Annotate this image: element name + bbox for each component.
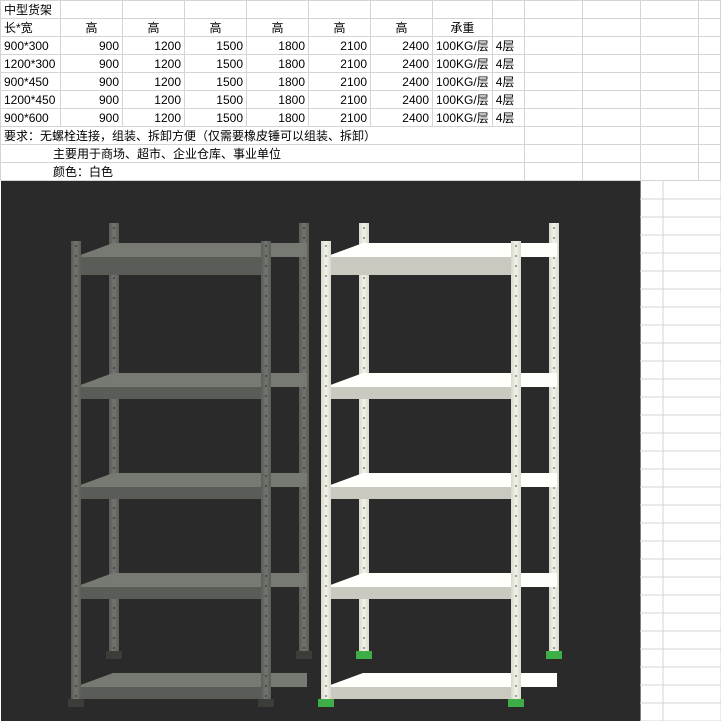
spec-table: 中型货架 长*宽 高 高 高 高 高 高 承重 900*300 900 1200… (0, 0, 721, 181)
col-hdr-0: 长*宽 (1, 19, 61, 37)
header-row: 长*宽 高 高 高 高 高 高 承重 (1, 19, 721, 37)
cell: 4层 (492, 37, 524, 55)
col-hdr-1: 高 (61, 19, 123, 37)
col-hdr-2: 高 (123, 19, 185, 37)
table-row: 1200*450 900 1200 1500 1800 2100 2400 10… (1, 91, 721, 109)
cell: 100KG/层 (433, 73, 493, 91)
shelf-level (325, 373, 557, 393)
cell: 1800 (247, 91, 309, 109)
shelf-level (325, 573, 557, 593)
cell: 2400 (371, 55, 433, 73)
shelf-level (325, 473, 557, 493)
note-row-2: 主要用于商场、超市、企业仓库、事业单位 (1, 145, 721, 163)
cell: 4层 (492, 55, 524, 73)
post-icon (261, 241, 271, 701)
shelf-level (75, 673, 307, 693)
cell: 1500 (185, 55, 247, 73)
shelf-level (325, 243, 557, 263)
table-row: 900*600 900 1200 1500 1800 2100 2400 100… (1, 109, 721, 127)
table-row: 1200*300 900 1200 1500 1800 2100 2400 10… (1, 55, 721, 73)
cell: 100KG/层 (433, 55, 493, 73)
cell: 1500 (185, 37, 247, 55)
cell: 1200*450 (1, 91, 61, 109)
cell: 2400 (371, 91, 433, 109)
cell: 1200 (123, 73, 185, 91)
cell: 1800 (247, 73, 309, 91)
cell: 2400 (371, 37, 433, 55)
note-row-1: 要求：无螺栓连接，组装、拆卸方便（仅需要橡皮锤可以组装、拆卸） (1, 127, 721, 145)
shelf-level (75, 473, 307, 493)
cell: 4层 (492, 109, 524, 127)
table-row: 900*300 900 1200 1500 1800 2100 2400 100… (1, 37, 721, 55)
cell: 1200 (123, 55, 185, 73)
cell: 900*300 (1, 37, 61, 55)
note-1: 要求：无螺栓连接，组装、拆卸方便（仅需要橡皮锤可以组装、拆卸） (1, 127, 525, 145)
cell: 1200 (123, 37, 185, 55)
col-hdr-4: 高 (247, 19, 309, 37)
cell: 100KG/层 (433, 109, 493, 127)
cell: 100KG/层 (433, 91, 493, 109)
cell: 2400 (371, 73, 433, 91)
shelf-level (75, 373, 307, 393)
cell: 2100 (309, 55, 371, 73)
cell: 2100 (309, 73, 371, 91)
cell: 1800 (247, 37, 309, 55)
cell: 1500 (185, 73, 247, 91)
post-icon (71, 241, 81, 701)
shelf-level (75, 243, 307, 263)
note-2: 主要用于商场、超市、企业仓库、事业单位 (1, 145, 525, 163)
cell: 1500 (185, 109, 247, 127)
note-row-3: 颜色：白色 (1, 163, 721, 181)
table-row: 900*450 900 1200 1500 1800 2100 2400 100… (1, 73, 721, 91)
cell: 100KG/层 (433, 37, 493, 55)
cell: 1200 (123, 91, 185, 109)
cell: 1800 (247, 55, 309, 73)
cell: 900 (61, 73, 123, 91)
product-render (1, 181, 641, 721)
cell: 4层 (492, 91, 524, 109)
page-title: 中型货架 (1, 1, 61, 19)
col-hdr-6: 高 (371, 19, 433, 37)
col-hdr-7: 承重 (433, 19, 493, 37)
col-hdr-8 (492, 19, 524, 37)
post-icon (511, 241, 521, 701)
grid-overlay-icon (640, 181, 721, 721)
cell: 4层 (492, 73, 524, 91)
shelf-level (325, 673, 557, 693)
col-hdr-5: 高 (309, 19, 371, 37)
post-icon (321, 241, 331, 701)
cell: 2400 (371, 109, 433, 127)
cell: 2100 (309, 91, 371, 109)
cell: 1800 (247, 109, 309, 127)
cell: 1200*300 (1, 55, 61, 73)
cell: 2100 (309, 109, 371, 127)
cell: 2100 (309, 37, 371, 55)
title-row: 中型货架 (1, 1, 721, 19)
cell: 900 (61, 37, 123, 55)
cell: 900*450 (1, 73, 61, 91)
cell: 900 (61, 91, 123, 109)
shelf-level (75, 573, 307, 593)
cell: 1500 (185, 91, 247, 109)
note-3: 颜色：白色 (1, 163, 525, 181)
cell: 900*600 (1, 109, 61, 127)
cell: 900 (61, 55, 123, 73)
col-hdr-3: 高 (185, 19, 247, 37)
cell: 900 (61, 109, 123, 127)
cell: 1200 (123, 109, 185, 127)
